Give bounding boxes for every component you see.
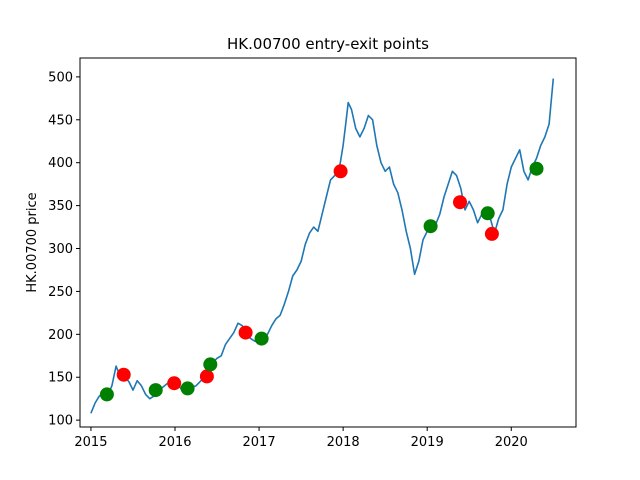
entry-point-marker <box>254 331 269 346</box>
entry-point-marker <box>529 161 544 176</box>
y-tick-label: 500 <box>48 70 73 85</box>
y-tick-label: 300 <box>48 242 73 257</box>
exit-point-marker <box>453 195 467 210</box>
x-tick-label: 2015 <box>74 435 107 450</box>
plot-area <box>80 58 576 427</box>
entry-point-marker <box>203 357 218 372</box>
x-tick-label: 2016 <box>158 435 191 450</box>
price-line <box>90 78 555 414</box>
exit-point-marker <box>238 325 253 340</box>
exit-point-marker <box>333 164 348 179</box>
entry-exit-markers <box>99 161 544 402</box>
y-tick-label: 150 <box>48 371 73 386</box>
y-axis-title: HK.00700 price <box>25 192 40 292</box>
exit-point-marker <box>116 367 131 382</box>
entry-point-marker <box>148 383 163 398</box>
y-tick-label: 200 <box>48 328 73 343</box>
chart-title: HK.00700 entry-exit points <box>227 35 429 53</box>
x-tick-label: 2019 <box>411 435 444 450</box>
axis-ticks: 2015 2016 2017 2018 2019 2020 100 150 200 250 300 3… <box>48 70 528 450</box>
exit-point-marker <box>484 226 499 241</box>
x-tick-label: 2020 <box>495 435 528 450</box>
plot-frame <box>79 57 577 428</box>
x-tick-label: 2018 <box>327 435 360 450</box>
entry-point-marker <box>180 381 195 396</box>
x-tick-label: 2017 <box>243 435 276 450</box>
y-tick-label: 350 <box>48 199 73 214</box>
y-tick-label: 250 <box>48 285 73 300</box>
y-tick-label: 450 <box>48 113 73 128</box>
y-tick-label: 400 <box>48 156 73 171</box>
entry-point-marker <box>480 206 495 221</box>
exit-point-marker <box>167 376 182 391</box>
y-tick-label: 100 <box>48 414 73 429</box>
entry-point-marker <box>423 219 438 234</box>
entry-point-marker <box>99 387 114 402</box>
price-series <box>90 78 555 414</box>
exit-point-marker <box>199 369 214 384</box>
